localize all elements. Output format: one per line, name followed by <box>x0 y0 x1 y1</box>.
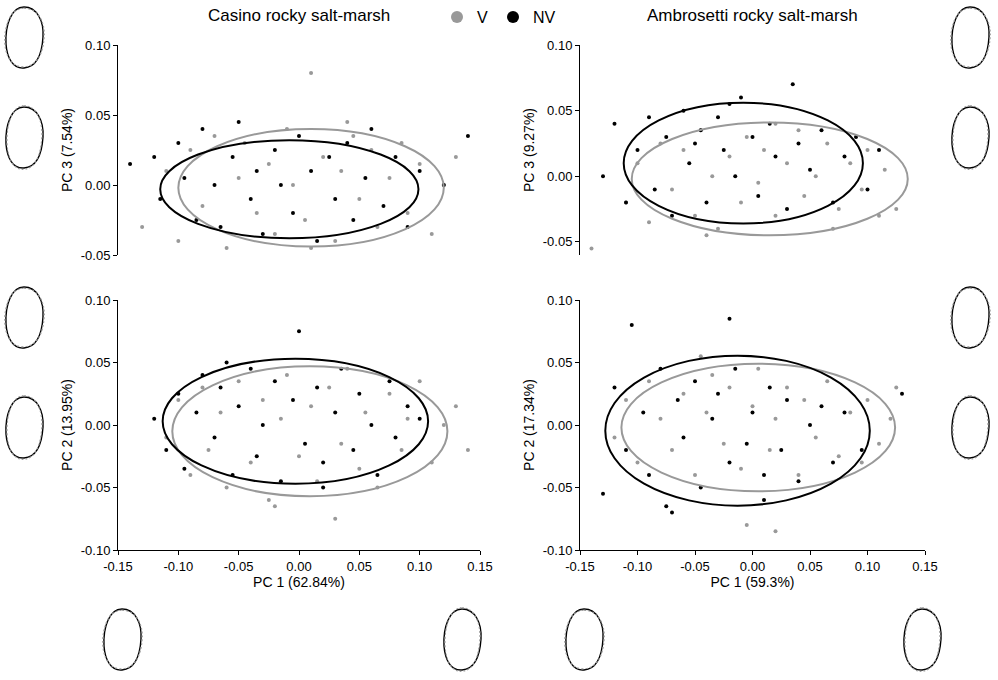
svg-text:0.05: 0.05 <box>547 355 572 370</box>
svg-text:0.00: 0.00 <box>547 169 572 184</box>
svg-text:-0.10: -0.10 <box>623 559 653 574</box>
svg-text:0.10: 0.10 <box>407 559 432 574</box>
svg-text:PC 1 (62.84%): PC 1 (62.84%) <box>253 574 345 590</box>
svg-text:-0.15: -0.15 <box>103 559 133 574</box>
svg-text:0.05: 0.05 <box>797 559 822 574</box>
svg-text:-0.10: -0.10 <box>81 543 111 558</box>
svg-text:-0.10: -0.10 <box>543 543 573 558</box>
svg-text:0.15: 0.15 <box>467 559 492 574</box>
svg-text:0.10: 0.10 <box>85 38 110 53</box>
svg-text:0.00: 0.00 <box>740 559 765 574</box>
svg-text:Ambrosetti rocky salt-marsh: Ambrosetti rocky salt-marsh <box>647 6 858 25</box>
svg-text:Casino rocky salt-marsh: Casino rocky salt-marsh <box>208 6 390 25</box>
svg-text:-0.10: -0.10 <box>164 559 194 574</box>
svg-text:0.10: 0.10 <box>547 293 572 308</box>
svg-text:NV: NV <box>533 9 556 26</box>
svg-text:PC 2 (17.34%): PC 2 (17.34%) <box>521 379 537 471</box>
svg-text:0.00: 0.00 <box>547 418 572 433</box>
svg-text:-0.05: -0.05 <box>543 480 573 495</box>
svg-text:0.05: 0.05 <box>547 103 572 118</box>
svg-text:-0.05: -0.05 <box>81 248 111 263</box>
svg-text:0.05: 0.05 <box>85 108 110 123</box>
svg-text:PC 3 (9.27%): PC 3 (9.27%) <box>521 108 537 192</box>
svg-text:0.10: 0.10 <box>855 559 880 574</box>
svg-text:0.15: 0.15 <box>912 559 937 574</box>
svg-text:0.05: 0.05 <box>347 559 372 574</box>
svg-text:-0.05: -0.05 <box>543 234 573 249</box>
svg-text:-0.05: -0.05 <box>81 480 111 495</box>
svg-text:V: V <box>477 9 488 26</box>
svg-text:0.05: 0.05 <box>85 355 110 370</box>
svg-text:0.10: 0.10 <box>547 38 572 53</box>
svg-text:-0.05: -0.05 <box>680 559 710 574</box>
svg-text:-0.05: -0.05 <box>224 559 254 574</box>
svg-text:0.00: 0.00 <box>85 178 110 193</box>
svg-text:0.10: 0.10 <box>85 293 110 308</box>
svg-text:PC 1 (59.3%): PC 1 (59.3%) <box>710 574 794 590</box>
svg-text:0.00: 0.00 <box>286 559 311 574</box>
svg-text:PC 3 (7.54%): PC 3 (7.54%) <box>59 108 75 192</box>
svg-text:-0.15: -0.15 <box>565 559 595 574</box>
svg-text:PC 2 (13.95%): PC 2 (13.95%) <box>59 379 75 471</box>
svg-text:0.00: 0.00 <box>85 418 110 433</box>
